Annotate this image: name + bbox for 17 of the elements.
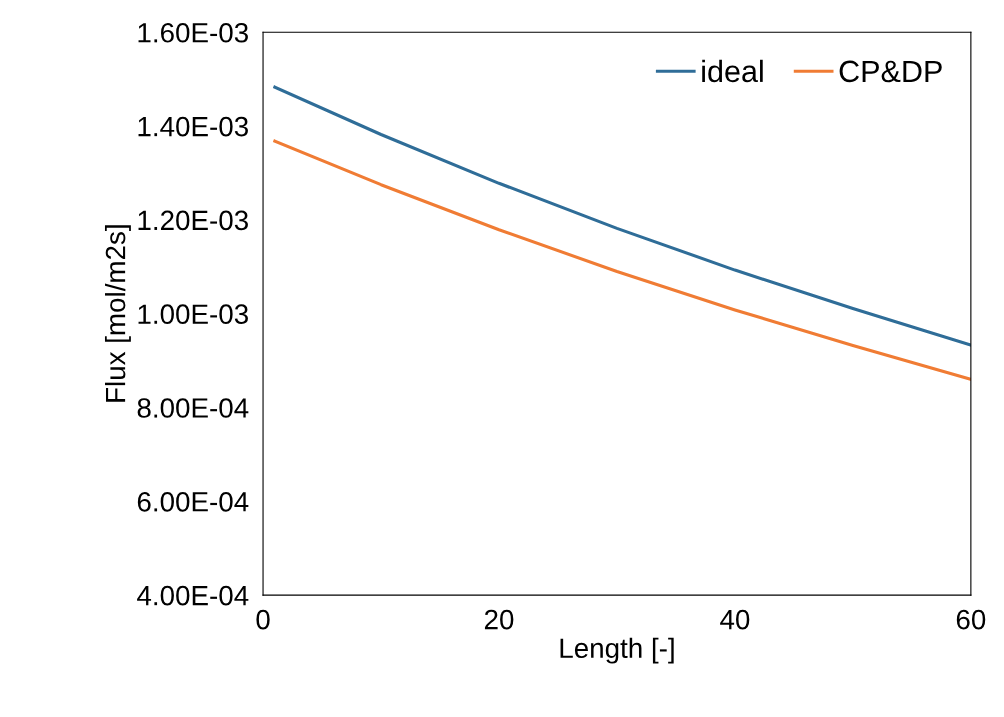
x-axis-title: Length [-] (560, 637, 674, 664)
legend-label: CP&DP (839, 60, 942, 83)
x-tick-label: 60 (956, 609, 986, 630)
y-tick-label: 4.00E-04 (137, 585, 249, 606)
y-tick-label: 8.00E-04 (137, 398, 249, 418)
y-tick-label: 1.20E-03 (138, 210, 248, 231)
y-tick-label: 1.00E-03 (138, 304, 248, 325)
y-tick-label: 6.00E-04 (137, 491, 249, 512)
x-tick-label: 20 (484, 609, 514, 630)
y-tick-label: 1.40E-03 (138, 116, 248, 137)
y-tick-label: 1.60E-03 (138, 22, 248, 43)
y-axis-title: Flux [mol/m2s] (104, 225, 131, 402)
line-series (273, 139, 971, 381)
legend-label: ideal (702, 59, 763, 83)
line-series (273, 85, 971, 347)
x-tick-label: 0 (256, 609, 270, 630)
x-tick-label: 40 (720, 609, 750, 630)
